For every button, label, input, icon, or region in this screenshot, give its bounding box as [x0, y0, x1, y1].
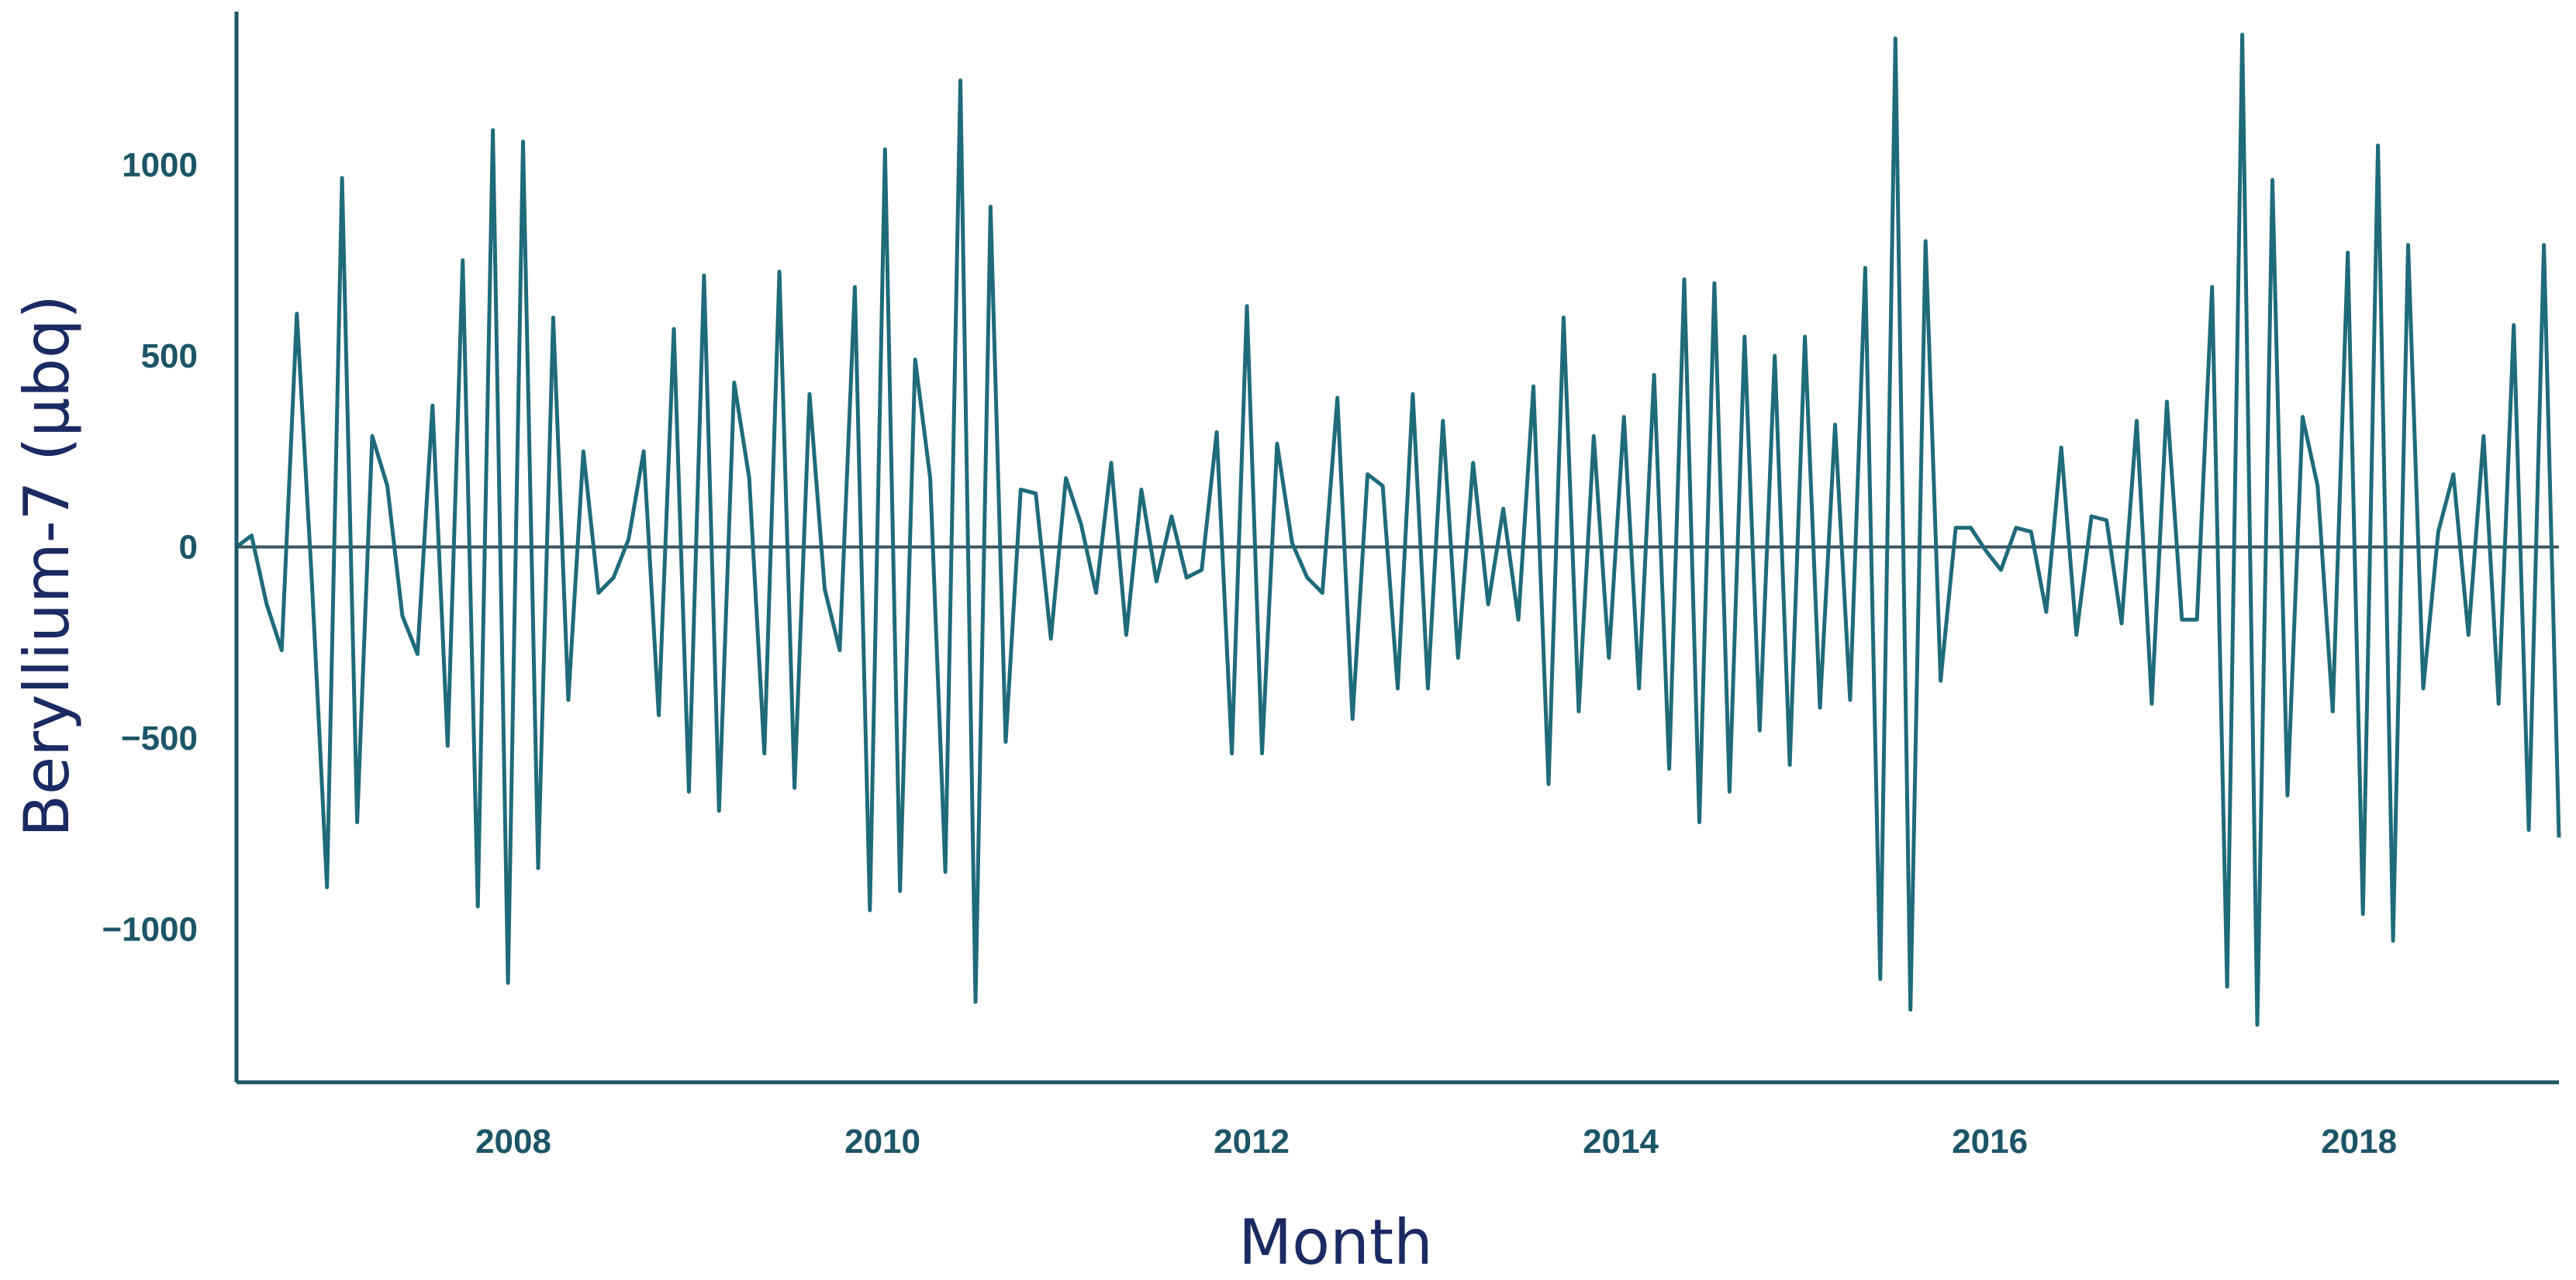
x-tick-label: 2008	[475, 1123, 551, 1161]
series-line	[235, 33, 2561, 1027]
x-axis-ticks: 2008 2010 2012 2014 2016 2018	[475, 1123, 2397, 1161]
x-tick-label: 2016	[1952, 1123, 2028, 1161]
y-axis-title: Beryllium-7 (µbq)	[11, 295, 83, 837]
y-tick-label: 1000	[122, 146, 198, 184]
y-tick-label: 0	[179, 529, 198, 567]
x-tick-label: 2018	[2321, 1123, 2397, 1161]
y-tick-label: 500	[141, 337, 198, 375]
x-tick-label: 2014	[1583, 1123, 1659, 1161]
y-tick-label: −1000	[102, 911, 198, 949]
y-axis-ticks: 1000 500 0 −500 −1000	[102, 146, 198, 948]
x-tick-label: 2012	[1214, 1123, 1290, 1161]
x-axis-title: Month	[1238, 1206, 1433, 1278]
x-tick-label: 2010	[844, 1123, 920, 1161]
y-tick-label: −500	[121, 719, 198, 757]
